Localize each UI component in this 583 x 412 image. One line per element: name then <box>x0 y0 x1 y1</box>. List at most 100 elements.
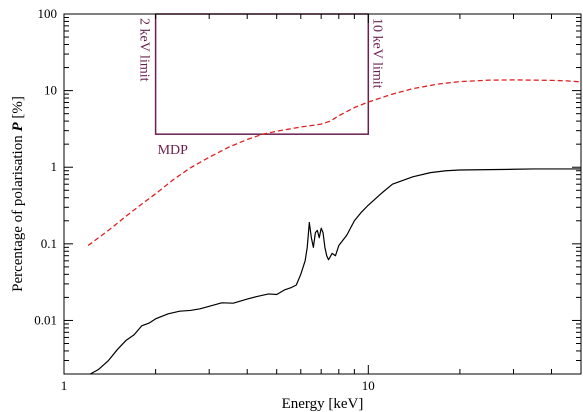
data-point <box>98 369 99 370</box>
series-dashed-line <box>87 79 582 247</box>
data-point <box>221 302 222 303</box>
data-point <box>190 167 191 168</box>
data-point <box>300 126 301 127</box>
data-point <box>296 284 297 285</box>
data-point <box>489 80 490 81</box>
data-point <box>262 134 263 135</box>
data-point <box>319 237 320 238</box>
plot-frame <box>63 13 582 375</box>
data-point <box>551 168 552 169</box>
data-point <box>326 255 327 256</box>
data-point <box>338 245 339 246</box>
data-point <box>331 253 332 254</box>
data-point <box>126 216 127 217</box>
data-point <box>380 193 381 194</box>
data-point <box>513 169 514 170</box>
data-point <box>276 131 277 132</box>
data-point <box>155 318 156 319</box>
ticks-group: 1 10 0.01 0.1 1 10 100 <box>34 6 582 393</box>
data-point <box>533 80 534 81</box>
data-point <box>321 124 322 125</box>
data-point <box>338 115 339 116</box>
data-point <box>256 296 257 297</box>
data-point <box>412 176 413 177</box>
x-axis-title: Energy [keV] <box>282 396 364 412</box>
series-path <box>89 168 581 375</box>
data-point <box>330 256 331 257</box>
y-axis-title-symbol: P <box>10 122 26 132</box>
data-point <box>190 310 191 311</box>
data-point <box>321 228 322 229</box>
data-point <box>291 287 292 288</box>
x-tick-label: 10 <box>362 378 375 393</box>
data-point <box>233 303 234 304</box>
series-solid-line <box>89 168 581 375</box>
data-point <box>309 222 310 223</box>
data-point <box>173 178 174 179</box>
data-point <box>126 340 127 341</box>
y-axis-title-prefix: Percentage of polarisation <box>10 132 26 292</box>
data-point <box>335 255 336 256</box>
data-point <box>247 298 248 299</box>
data-point <box>305 260 306 261</box>
data-point <box>324 247 325 248</box>
mdp-box-group <box>154 13 370 135</box>
data-point <box>354 107 355 108</box>
data-point <box>88 245 89 246</box>
data-point <box>179 311 180 312</box>
data-point <box>268 293 269 294</box>
data-point <box>315 232 316 233</box>
x-tick-label: 1 <box>61 378 68 393</box>
data-point <box>354 220 355 221</box>
data-point <box>108 230 109 231</box>
mdp-box <box>154 13 370 135</box>
data-point <box>392 94 393 95</box>
series-path <box>87 79 582 247</box>
data-point <box>489 169 490 170</box>
data-point <box>513 79 514 80</box>
data-point <box>134 334 135 335</box>
data-point <box>141 204 142 205</box>
data-point <box>361 211 362 212</box>
data-point <box>117 349 118 350</box>
data-point <box>311 125 312 126</box>
data-point <box>155 193 156 194</box>
mdp-label: MDP <box>158 143 189 158</box>
y-tick-label: 1 <box>51 159 58 174</box>
data-point <box>284 289 285 290</box>
y-axis-title: Percentage of polarisation P [%] <box>10 96 26 292</box>
data-point <box>459 81 460 82</box>
data-point <box>141 325 142 326</box>
data-point <box>229 146 230 147</box>
data-point <box>392 184 393 185</box>
data-point <box>412 88 413 89</box>
data-point <box>289 128 290 129</box>
data-point <box>307 247 308 248</box>
data-point <box>209 306 210 307</box>
data-point <box>311 237 312 238</box>
y-tick-label: 0.1 <box>41 236 57 251</box>
series-group <box>87 79 582 375</box>
data-point <box>368 205 369 206</box>
data-point <box>148 323 149 324</box>
data-point <box>322 232 323 233</box>
data-point <box>368 101 369 102</box>
data-point <box>330 121 331 122</box>
y-tick-label: 100 <box>38 6 58 21</box>
left-limit-label: 2 keV limit <box>137 18 152 82</box>
data-point <box>430 172 431 173</box>
y-tick-label: 0.01 <box>34 312 57 327</box>
data-point <box>247 139 248 140</box>
data-point <box>533 168 534 169</box>
data-point <box>551 80 552 81</box>
data-point <box>438 83 439 84</box>
data-point <box>328 259 329 260</box>
data-point <box>317 230 318 231</box>
data-point <box>168 313 169 314</box>
data-point <box>276 294 277 295</box>
y-tick-label: 10 <box>44 83 57 98</box>
data-point <box>199 308 200 309</box>
data-point <box>445 170 446 171</box>
